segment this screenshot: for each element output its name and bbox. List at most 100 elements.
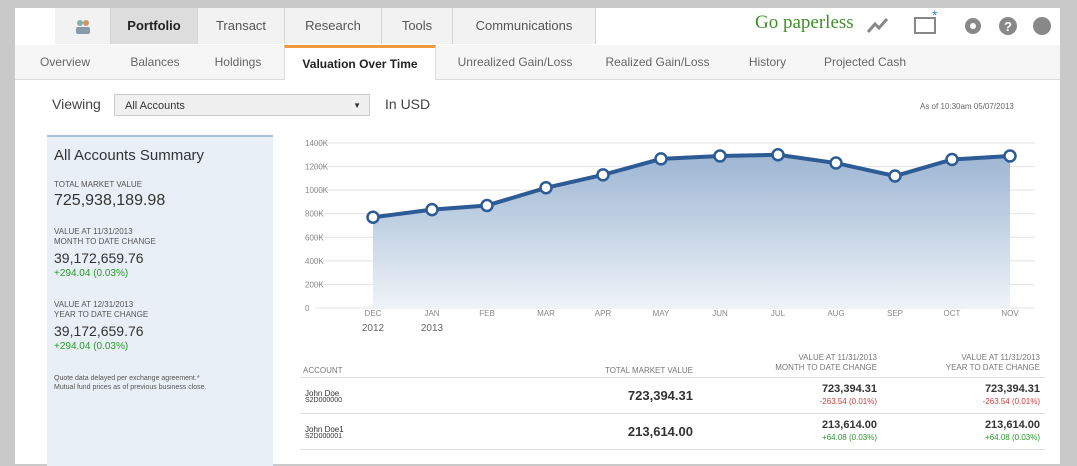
line [372,152,1011,220]
nav-tab[interactable]: Communications [453,8,596,44]
mtd-change: +64.08 (0.03%) [822,433,877,442]
y-tick-label: 1000K [305,186,329,195]
market-value: 723,394.31 [627,388,693,403]
th: VALUE AT 11/31/2013 [961,353,1040,362]
th: TOTAL MARKET VALUE [604,366,693,375]
account-select[interactable]: All Accounts ▼ [114,94,370,116]
sub-nav [15,45,1060,80]
market-value: 213,614.00 [627,424,693,439]
point [596,168,610,182]
area [373,154,1010,308]
sub-tab[interactable]: Valuation Over Time [284,45,436,80]
x-tick-label: AUG [827,309,844,318]
ytd-value: 723,394.31 [984,383,1040,395]
point [888,169,902,183]
account-id: S2D000000 [305,397,342,404]
help-icon[interactable] [999,17,1017,35]
y-tick-label: 800K [305,210,324,219]
point [771,148,785,162]
ytd-change: +294.04 (0.03%) [54,341,129,352]
point [480,198,494,213]
nav-tab[interactable]: Research [285,8,382,44]
point [945,152,959,167]
point [366,210,380,224]
point [425,202,439,217]
mtd-change: -263.54 (0.01%) [819,397,877,406]
th: ACCOUNT [303,366,343,375]
x-tick-label: DEC [365,309,382,318]
home-tab[interactable] [55,8,111,44]
chart-icon[interactable] [866,18,889,33]
mtd-value: 39,172,659.76 [54,250,144,266]
y-tick-label: 0 [305,304,310,313]
label: VALUE AT 11/31/2013 [54,227,133,236]
sub-tab[interactable]: Overview [39,55,90,69]
point [539,181,553,195]
th: VALUE AT 11/31/2013 [798,353,877,362]
ytd-change: +64.08 (0.03%) [985,433,1040,442]
y-tick-label: 400K [305,257,324,266]
sub-tab[interactable]: Balances [130,55,180,69]
year-label: 2012 [362,323,385,334]
account-name: John Doe [305,389,340,398]
account-name: John Doe1 [305,425,344,434]
go-paperless[interactable]: Go paperless [755,12,854,33]
point [713,149,727,163]
note: Mutual fund prices as of previous busine… [54,384,207,391]
label: YEAR TO DATE CHANGE [54,310,149,319]
mtd-value: 723,394.31 [821,383,877,395]
sub-tab[interactable]: Holdings [214,55,262,69]
nav-tab[interactable]: Portfolio [111,8,198,44]
total: 725,938,189.98 [54,192,166,209]
x-tick-label: OCT [944,309,961,318]
ytd-value: 213,614.00 [984,419,1040,431]
x-tick-label: MAR [537,309,555,318]
sub-tab[interactable]: Projected Cash [823,55,907,69]
x-tick-label: JAN [424,309,439,318]
summary-panel: All Accounts Summary TOTAL MARKET VALUE … [47,135,273,466]
people-icon [75,19,90,34]
mtd-change: +294.04 (0.03%) [54,268,129,279]
y-tick-label: 1400K [305,139,329,148]
select-value: All Accounts [125,100,185,112]
chart: 0 200K 400K 600K 800K 1000K 1200K 1400K DEC JAN FE… [305,139,1035,334]
summary-title: All Accounts Summary [54,147,205,164]
y-tick-label: 600K [305,233,324,242]
account-id: S2D000001 [305,433,342,440]
label: MONTH TO DATE CHANGE [54,237,156,246]
x-tick-label: FEB [479,309,495,318]
select-arrow: ▼ [353,101,361,110]
y-tick-label: 1200K [305,163,329,172]
th: MONTH TO DATE CHANGE [775,363,877,372]
point [1003,149,1017,163]
label: TOTAL MARKET VALUE [54,180,143,189]
mail-icon[interactable] [914,17,936,34]
label: VALUE AT 12/31/2013 [54,300,134,309]
x-tick-label: NOV [1001,309,1019,318]
row-line [300,449,1045,450]
row-line [300,413,1045,414]
x-tick-label: JUN [712,309,728,318]
y-tick-label: 200K [305,280,324,289]
nav-tab[interactable]: Transact [198,8,285,44]
globe-icon[interactable] [1033,17,1051,35]
help-mark: ? [1004,19,1012,34]
as-of: As of 10:30am 05/07/2013 [920,102,1014,111]
sub-tab[interactable]: Realized Gain/Loss [605,55,710,69]
x-tick-label: SEP [887,309,903,318]
row-line [300,377,1045,378]
nav-icons: * ? [866,10,1051,35]
year-label: 2013 [421,323,444,334]
x-tick-label: APR [595,309,612,318]
x-tick-label: MAY [653,309,670,318]
mail-star: * [932,10,938,23]
sub-tab[interactable]: History [748,55,787,69]
mtd-value: 213,614.00 [821,419,877,431]
point [654,152,668,166]
ytd-change: -263.54 (0.01%) [982,397,1040,406]
nav-tab[interactable]: Tools [382,8,453,44]
th: YEAR TO DATE CHANGE [945,363,1040,372]
note: Quote data delayed per exchange agreemen… [54,375,200,382]
sub-tab[interactable]: Unrealized Gain/Loss [457,55,573,69]
